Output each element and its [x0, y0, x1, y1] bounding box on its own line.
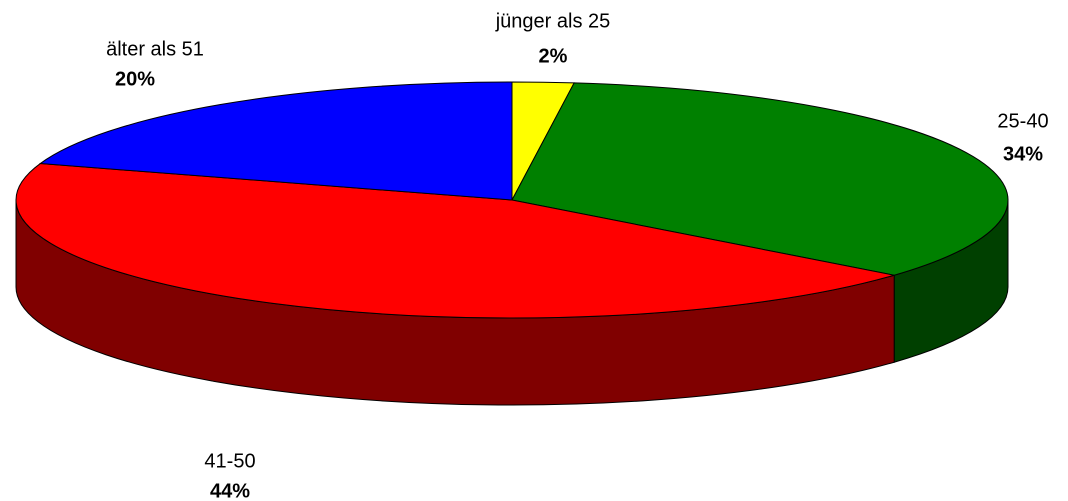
slice [511, 82, 1009, 276]
value-label: 2% [539, 45, 568, 67]
slice-label: jünger als 25 [495, 10, 611, 32]
slice-label: 25-40 [997, 110, 1048, 132]
slice [38, 81, 513, 201]
value-label: 44% [210, 480, 250, 501]
value-label: 20% [115, 68, 155, 90]
slice-label: älter als 51 [106, 38, 204, 60]
slice [15, 163, 895, 319]
value-label: 34% [1003, 143, 1043, 165]
slice-label: 41-50 [204, 450, 255, 472]
